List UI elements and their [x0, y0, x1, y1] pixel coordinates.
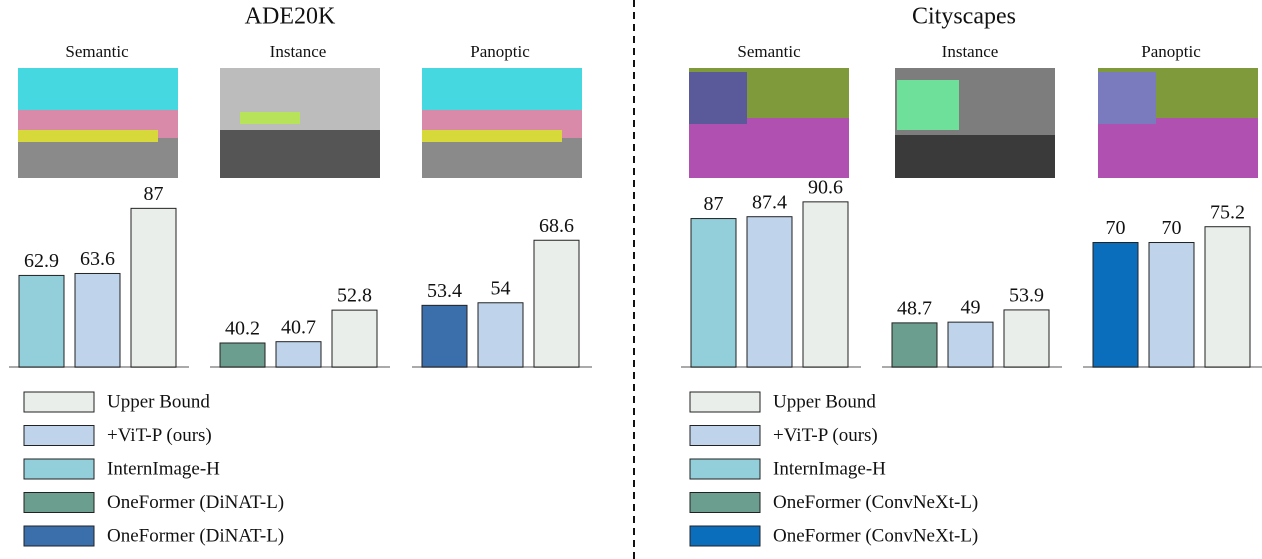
bar: [1092, 242, 1139, 368]
chart-title: Panoptic: [470, 42, 530, 61]
value-label: 40.7: [281, 316, 316, 338]
legend-swatch: [23, 492, 95, 513]
bar: [746, 216, 793, 368]
value-label: 87: [144, 183, 164, 205]
legend-label: +ViT-P (ours): [773, 425, 878, 446]
legend-label: OneFormer (DiNAT-L): [107, 492, 284, 513]
bar: [1003, 309, 1050, 368]
value-label: 87: [704, 193, 724, 215]
panel-title: ADE20K: [245, 4, 336, 30]
bar: [947, 321, 994, 368]
legend-label: InternImage-H: [107, 458, 220, 479]
thumbnails: [18, 68, 1258, 178]
chart-title: Panoptic: [1141, 42, 1201, 61]
bar: [18, 274, 65, 368]
bar: [533, 239, 580, 368]
bar: [891, 322, 938, 368]
value-label: 90.6: [808, 176, 843, 198]
legend-label: +ViT-P (ours): [107, 425, 212, 446]
legend-swatch: [23, 391, 95, 413]
legend-swatch: [689, 391, 761, 413]
legend-swatch: [23, 425, 95, 446]
value-label: 87.4: [752, 191, 787, 213]
value-label: 62.9: [24, 250, 59, 272]
value-label: 48.7: [897, 297, 932, 319]
legend-label: OneFormer (ConvNeXt-L): [773, 525, 978, 546]
value-label: 40.2: [225, 318, 260, 340]
value-label: 49: [961, 297, 981, 319]
legend-swatch: [23, 525, 95, 547]
value-label: 68.6: [539, 215, 574, 237]
bar: [219, 342, 266, 368]
chart-title: Instance: [270, 42, 327, 61]
value-label: 53.9: [1009, 285, 1044, 307]
bar: [421, 304, 468, 368]
bar: [74, 272, 121, 368]
value-label: 70: [1162, 217, 1182, 239]
value-label: 54: [491, 277, 511, 299]
bar: [130, 207, 177, 368]
legend-swatch: [689, 492, 761, 513]
legend-label: OneFormer (ConvNeXt-L): [773, 492, 978, 513]
bar: [1148, 242, 1195, 368]
bar: [477, 302, 524, 368]
bar: [1204, 226, 1251, 368]
legend-label: InternImage-H: [773, 458, 886, 479]
legend-swatch: [689, 458, 761, 480]
legend-label: Upper Bound: [773, 391, 876, 412]
legend-label: Upper Bound: [107, 391, 210, 412]
value-label: 52.8: [337, 285, 372, 307]
value-label: 53.4: [427, 280, 462, 302]
bar: [690, 218, 737, 368]
panel-title: Cityscapes: [912, 4, 1016, 30]
bar: [331, 309, 378, 368]
value-label: 70: [1106, 217, 1126, 239]
chart-title: Semantic: [65, 42, 129, 61]
legend-swatch: [689, 425, 761, 446]
legend-swatch: [689, 525, 761, 547]
bar: [802, 201, 849, 368]
value-label: 75.2: [1210, 201, 1245, 223]
chart-title: Instance: [942, 42, 999, 61]
value-label: 63.6: [80, 248, 115, 270]
chart-title: Semantic: [737, 42, 801, 61]
legend-label: OneFormer (DiNAT-L): [107, 525, 284, 546]
legend-swatch: [23, 458, 95, 480]
bar: [275, 341, 322, 368]
